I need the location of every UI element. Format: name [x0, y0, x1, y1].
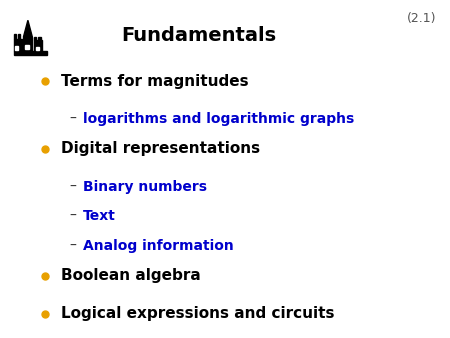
Bar: [14, 39, 22, 51]
Text: –: –: [70, 179, 76, 194]
Bar: [36, 47, 39, 50]
Text: –: –: [70, 239, 76, 253]
Text: (2.1): (2.1): [407, 12, 436, 25]
Text: Text: Text: [83, 209, 116, 223]
Bar: [15, 46, 18, 50]
Bar: [23, 37, 32, 51]
Text: Logical expressions and circuits: Logical expressions and circuits: [61, 306, 334, 321]
Bar: [14, 34, 16, 39]
Text: logarithms and logarithmic graphs: logarithms and logarithmic graphs: [83, 112, 355, 126]
Bar: [34, 40, 42, 51]
Text: Boolean algebra: Boolean algebra: [61, 268, 201, 283]
Polygon shape: [23, 20, 32, 37]
Text: Binary numbers: Binary numbers: [83, 179, 207, 194]
Bar: [38, 37, 40, 40]
Text: Digital representations: Digital representations: [61, 141, 260, 156]
Text: Analog information: Analog information: [83, 239, 234, 253]
Bar: [25, 45, 29, 49]
Bar: [18, 34, 20, 39]
Text: Terms for magnitudes: Terms for magnitudes: [61, 74, 248, 89]
Text: Fundamentals: Fundamentals: [122, 26, 277, 45]
Bar: [14, 51, 47, 55]
Bar: [34, 37, 36, 40]
Text: –: –: [70, 209, 76, 223]
Text: –: –: [70, 112, 76, 126]
